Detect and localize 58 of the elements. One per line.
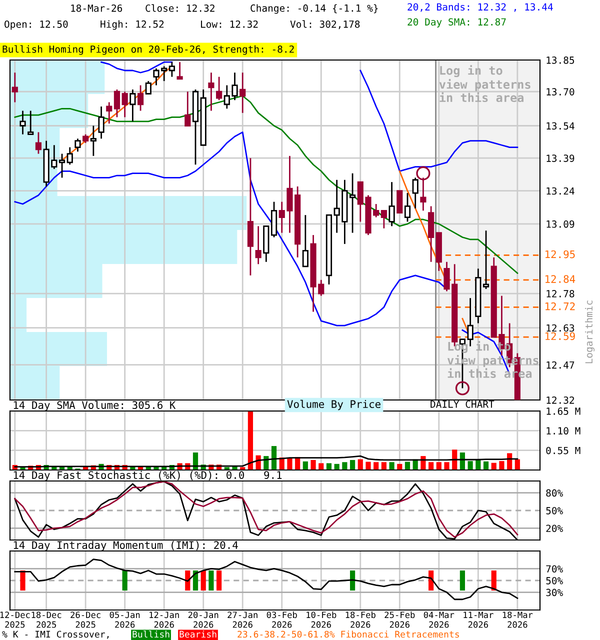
y-tick-label: 13.09 — [546, 220, 574, 228]
y-tick-label: 0.55 M — [546, 446, 580, 454]
band-label: Log in to view patterns in this area — [439, 65, 530, 102]
y-tick-label: 12.32 — [546, 396, 574, 404]
y-tick-label: 12.78 — [546, 290, 574, 298]
x-tick-label: 05-Jan 2026 — [110, 612, 140, 628]
y-tick-label: 1.65 M — [546, 408, 580, 415]
y-tick-label: 50% — [546, 577, 563, 584]
x-tick-label: 12-Jan 2026 — [150, 612, 179, 628]
y-tick-label: 80% — [546, 489, 563, 497]
text: Close: 12.32 — [146, 4, 214, 12]
x-tick-label: 03-Feb 2026 — [266, 611, 297, 628]
x-tick-label: 18-Feb 2026 — [346, 611, 376, 628]
y-tick-label: 1.10 M — [546, 427, 580, 435]
y-tick-label: 13.70 — [546, 88, 574, 96]
text: Vol: 302,178 — [290, 20, 360, 30]
chart-title: 14 Day Fast Stochastic (%K) (%D): 0.0 9.1 — [14, 470, 282, 481]
text: Bullish — [132, 630, 170, 638]
x-tick-label: 12-Dec 2025 — [0, 612, 30, 628]
text: % K - IMI Crossover, — [2, 630, 109, 639]
chart-title: 14 Day Intraday Momentum (IMI): 20.4 — [14, 540, 238, 551]
x-tick-label: 11-Mar 2026 — [464, 612, 494, 628]
y-tick-label: 70% — [546, 565, 563, 573]
x-tick-label: 18-Mar 2026 — [502, 612, 533, 628]
ref-line-label: 12.59 — [545, 332, 575, 340]
y-tick-label: 20% — [546, 524, 563, 532]
y-tick-label: 13.85 — [546, 56, 574, 64]
x-tick-label: 25-Feb 2026 — [384, 611, 415, 628]
text: Low: 12.32 — [201, 20, 258, 28]
x-tick-label: 20-Jan 2026 — [188, 612, 218, 628]
text: 18-Mar-26 — [71, 4, 122, 12]
text: Bullish Homing Pigeon on 20-Feb-26, Strength: -8.2 — [2, 45, 294, 55]
y-axis-title: Logarithmic — [585, 300, 595, 364]
x-tick-label: 10-Feb 2026 — [306, 611, 336, 628]
text: Bearish — [180, 630, 216, 638]
y-tick-label: 13.54 — [546, 122, 574, 130]
text: High: 12.52 — [100, 20, 164, 30]
text: 20,2 Bands: 12.32 , 13.44 — [408, 3, 553, 12]
y-tick-label: 12.63 — [546, 324, 574, 332]
y-tick-label: 50% — [546, 507, 563, 514]
text: Change: -0.14 {-1.1 %} — [250, 4, 378, 14]
ref-line-label: 12.72 — [545, 302, 575, 310]
y-tick-label: 12.47 — [546, 361, 574, 369]
text: DAILY CHART — [430, 400, 494, 408]
ref-line-label: 12.84 — [545, 275, 576, 283]
y-tick-label: 30% — [546, 588, 563, 596]
y-tick-label: 13.24 — [546, 187, 574, 195]
x-tick-label: 18-Dec 2025 — [32, 612, 62, 628]
x-tick-label: 04-Mar 2026 — [424, 612, 454, 628]
ref-line-label: 12.95 — [545, 250, 575, 258]
chart-title: 14 Day SMA Volume: 305.6 K — [14, 400, 176, 411]
text: Open: 12.50 — [4, 20, 68, 30]
annotation: Volume By Price — [287, 400, 380, 410]
x-tick-label: 27-Jan 2026 — [228, 612, 258, 628]
text: 20 Day SMA: 12.87 — [408, 18, 506, 28]
x-tick-label: 26-Dec 2025 — [70, 612, 100, 628]
y-tick-label: 13.39 — [546, 154, 574, 162]
text: 23.6-38.2-50-61.8% Fibonacci Retracements — [238, 630, 459, 638]
